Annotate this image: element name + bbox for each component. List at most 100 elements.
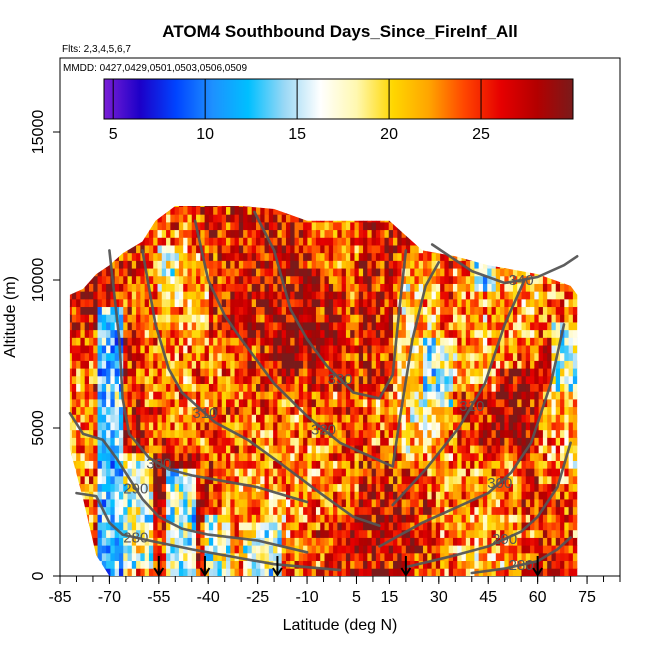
heatmap-cell: [123, 545, 128, 554]
heatmap-cell: [238, 283, 244, 292]
heatmap-cell: [187, 360, 193, 369]
heatmap-cell: [311, 268, 317, 277]
heatmap-cell: [333, 352, 338, 361]
heatmap-cell: [183, 437, 188, 446]
heatmap-cell: [106, 499, 111, 508]
heatmap-cell: [495, 383, 501, 392]
heatmap-cell: [444, 268, 450, 277]
heatmap-cell: [110, 460, 116, 469]
heatmap-cell: [307, 391, 313, 400]
heatmap-cell: [260, 460, 265, 469]
heatmap-cell: [285, 221, 291, 231]
heatmap-cell: [161, 452, 167, 461]
heatmap-cell: [208, 229, 214, 238]
heatmap-cell: [178, 275, 184, 284]
heatmap-cell: [191, 437, 197, 446]
heatmap-cell: [414, 529, 420, 538]
heatmap-cell: [234, 529, 240, 538]
heatmap-cell: [435, 452, 441, 461]
heatmap-cell: [354, 298, 360, 308]
heatmap-cell: [465, 345, 471, 354]
heatmap-cell: [170, 298, 176, 308]
heatmap-cell: [324, 514, 330, 523]
heatmap-cell: [174, 275, 180, 284]
heatmap-cell: [251, 306, 257, 315]
heatmap-cell: [144, 391, 150, 400]
heatmap-cell: [131, 352, 137, 361]
heatmap-cell: [110, 329, 116, 338]
heatmap-cell: [251, 491, 257, 500]
heatmap-cell: [260, 314, 265, 323]
heatmap-cell: [187, 552, 193, 562]
heatmap-cell: [114, 522, 120, 531]
heatmap-cell: [260, 345, 265, 354]
heatmap-cell: [221, 499, 227, 508]
heatmap-cell: [285, 337, 291, 346]
heatmap-cell: [440, 437, 445, 446]
heatmap-cell: [166, 514, 171, 523]
heatmap-cell: [118, 314, 124, 323]
heatmap-cell: [375, 375, 381, 384]
heatmap-cell: [341, 437, 347, 446]
heatmap-cell: [140, 514, 146, 523]
heatmap-cell: [273, 452, 278, 461]
heatmap-cell: [491, 329, 497, 338]
heatmap-cell: [341, 237, 347, 246]
heatmap-cell: [380, 560, 385, 569]
heatmap-cell: [251, 345, 257, 354]
heatmap-cell: [371, 298, 377, 308]
heatmap-cell: [401, 537, 407, 546]
heatmap-cell: [363, 429, 368, 438]
heatmap-cell: [118, 291, 124, 300]
heatmap-cell: [131, 337, 137, 346]
heatmap-cell: [448, 537, 454, 546]
heatmap-cell: [435, 506, 441, 515]
heatmap-cell: [178, 206, 184, 207]
heatmap-cell: [187, 468, 193, 477]
heatmap-cell: [71, 445, 77, 454]
heatmap-cell: [161, 522, 167, 531]
heatmap-cell: [371, 406, 377, 415]
heatmap-cell: [440, 383, 445, 392]
heatmap-cell: [315, 522, 321, 531]
heatmap-cell: [333, 414, 338, 423]
heatmap-cell: [268, 229, 274, 238]
heatmap-cell: [140, 529, 146, 538]
heatmap-cell: [491, 414, 497, 423]
heatmap-cell: [324, 398, 330, 408]
heatmap-cell: [217, 360, 223, 369]
heatmap-cell: [140, 452, 146, 461]
heatmap-cell: [208, 537, 214, 546]
heatmap-cell: [371, 568, 377, 576]
heatmap-cell: [478, 375, 484, 384]
heatmap-cell: [88, 475, 94, 485]
heatmap-cell: [166, 560, 171, 569]
heatmap-cell: [208, 345, 214, 354]
heatmap-cell: [114, 445, 120, 454]
heatmap-cell: [208, 491, 214, 500]
heatmap-cell: [363, 537, 368, 546]
heatmap-cell: [226, 529, 231, 538]
heatmap-cell: [414, 506, 420, 515]
heatmap-cell: [200, 452, 206, 461]
heatmap-cell: [217, 206, 223, 215]
heatmap-cell: [307, 483, 313, 492]
heatmap-cell: [315, 483, 321, 492]
heatmap-cell: [273, 275, 278, 284]
heatmap-cell: [106, 306, 111, 315]
heatmap-cell: [243, 260, 248, 269]
heatmap-cell: [487, 522, 492, 531]
heatmap-cell: [452, 506, 458, 515]
heatmap-cell: [238, 568, 244, 576]
heatmap-cell: [367, 499, 373, 508]
heatmap-cell: [457, 429, 462, 438]
heatmap-cell: [320, 337, 325, 346]
heatmap-cell: [482, 314, 488, 323]
flights-text: Flts: 2,3,4,5,6,7: [62, 44, 131, 55]
heatmap-cell: [234, 545, 240, 554]
heatmap-cell: [200, 368, 206, 377]
heatmap-cell: [277, 368, 283, 377]
heatmap-cell: [260, 337, 265, 346]
heatmap-cell: [495, 483, 501, 492]
heatmap-cell: [315, 514, 321, 523]
